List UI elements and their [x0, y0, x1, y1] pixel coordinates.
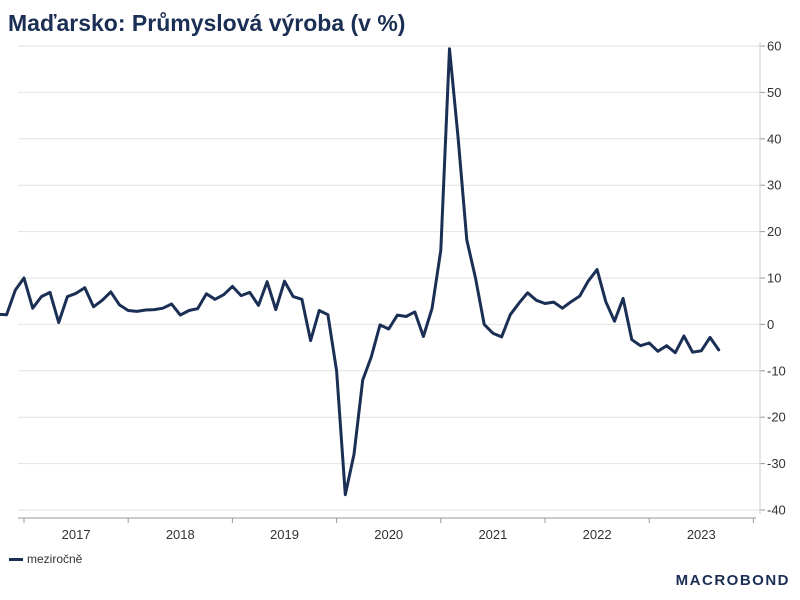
y-tick-label: 10 [767, 271, 781, 286]
y-tick-label: 20 [767, 224, 781, 239]
x-tick-label: 2020 [374, 527, 403, 542]
y-axis-tick-labels: 60 50 40 30 20 10 0 -10 -20 -30 -40 [767, 39, 786, 518]
x-tick-label: 2018 [166, 527, 195, 542]
x-tick-label: 2019 [270, 527, 299, 542]
y-tick-label: 0 [767, 317, 774, 332]
x-tick-label: 2017 [62, 527, 91, 542]
legend-label: meziročně [27, 552, 83, 566]
y-tick-label: -30 [767, 456, 786, 471]
x-tick-label: 2021 [478, 527, 507, 542]
macrobond-logo: MACROBOND [675, 572, 790, 589]
y-tick-label: 40 [767, 131, 781, 146]
legend-swatch [9, 557, 23, 561]
legend: meziročně [9, 552, 82, 566]
series-lines [0, 47, 721, 497]
gridlines [18, 42, 765, 514]
y-tick-label: -40 [767, 503, 786, 518]
x-axis: 2017 2018 2019 2020 2021 2022 2023 [18, 517, 756, 542]
page-title: Maďarsko: Průmyslová výroba (v %) [8, 10, 406, 36]
y-tick-label: 60 [767, 39, 781, 54]
series-line [0, 47, 721, 497]
x-tick-label: 2023 [687, 527, 716, 542]
x-tick-label: 2022 [583, 527, 612, 542]
y-tick-label: -10 [767, 363, 786, 378]
y-tick-label: -20 [767, 410, 786, 425]
y-tick-label: 50 [767, 85, 781, 100]
y-tick-label: 30 [767, 178, 781, 193]
